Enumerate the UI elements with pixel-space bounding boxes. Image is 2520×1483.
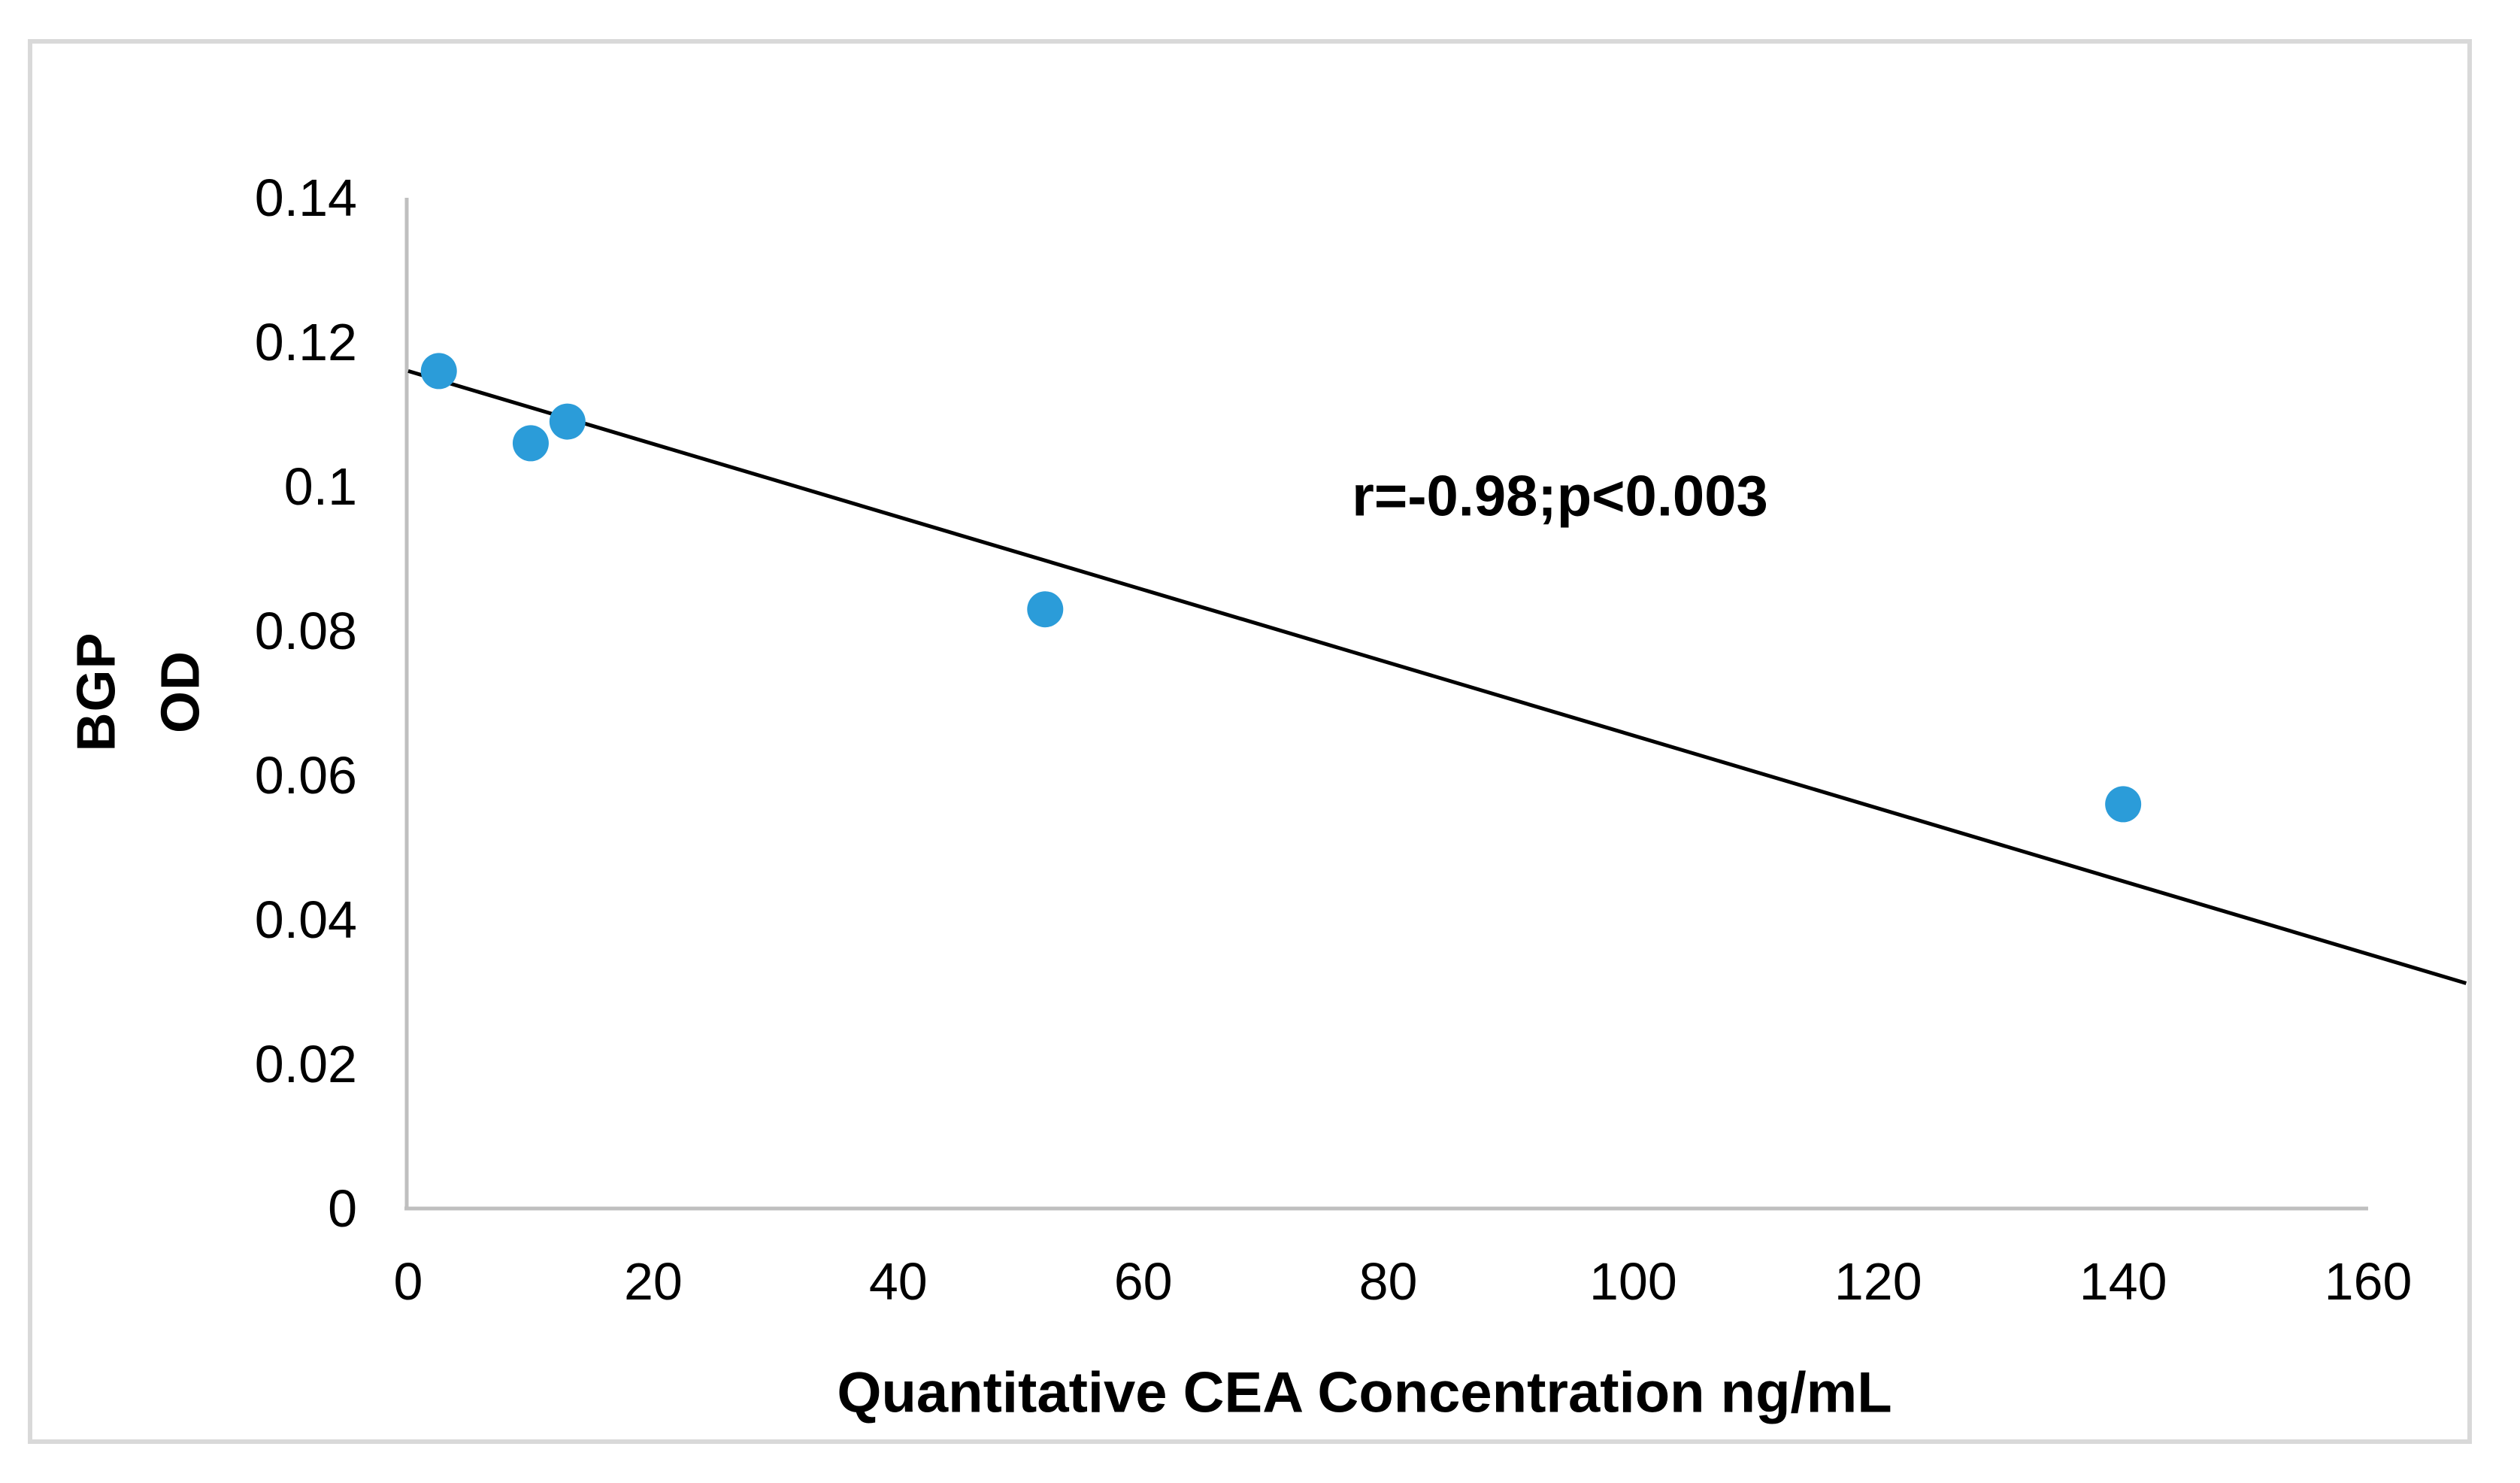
data-point-2 (549, 403, 586, 440)
x-tick-label: 140 (2079, 1252, 2167, 1311)
y-tick-label: 0.02 (254, 1035, 357, 1093)
y-tick-label: 0 (328, 1179, 357, 1238)
y-tick-label: 0.06 (254, 746, 357, 805)
y-tick-label: 0.04 (254, 890, 357, 949)
x-tick-label: 80 (1358, 1252, 1418, 1311)
y-tick-label: 0.12 (254, 313, 357, 372)
y-tick-label: 0.1 (283, 457, 357, 516)
data-point-1 (512, 425, 549, 462)
y-tick-label: 0.14 (254, 168, 357, 227)
data-point-4 (2105, 786, 2142, 823)
x-tick-label: 20 (623, 1252, 683, 1311)
x-tick-label: 160 (2324, 1252, 2412, 1311)
x-tick-label: 100 (1589, 1252, 1677, 1311)
x-tick-label: 40 (868, 1252, 928, 1311)
x-axis-title: Quantitative CEA Concentration ng/mL (837, 1360, 1892, 1425)
x-tick-label: 120 (1834, 1252, 1922, 1311)
data-point-0 (420, 353, 457, 390)
x-tick-label: 0 (393, 1252, 423, 1311)
x-tick-label: 60 (1113, 1252, 1173, 1311)
correlation-annotation: r=-0.98;p<0.003 (1352, 464, 1768, 529)
data-point-3 (1027, 591, 1064, 628)
y-tick-label: 0.08 (254, 602, 357, 660)
trend-line (407, 369, 2467, 985)
y-axis-title: BGP OD (66, 632, 211, 752)
